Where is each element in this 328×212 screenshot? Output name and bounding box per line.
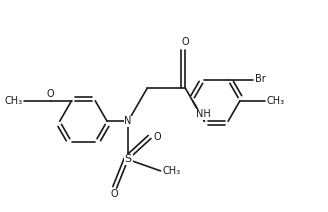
Text: O: O bbox=[181, 38, 189, 47]
Text: O: O bbox=[111, 189, 118, 199]
Text: S: S bbox=[125, 155, 132, 165]
Text: CH₃: CH₃ bbox=[4, 96, 22, 106]
Text: NH: NH bbox=[196, 109, 211, 119]
Text: N: N bbox=[124, 116, 132, 126]
Text: Br: Br bbox=[255, 74, 266, 84]
Text: CH₃: CH₃ bbox=[163, 166, 181, 176]
Text: O: O bbox=[47, 89, 54, 99]
Text: O: O bbox=[153, 132, 161, 142]
Text: CH₃: CH₃ bbox=[267, 96, 285, 106]
